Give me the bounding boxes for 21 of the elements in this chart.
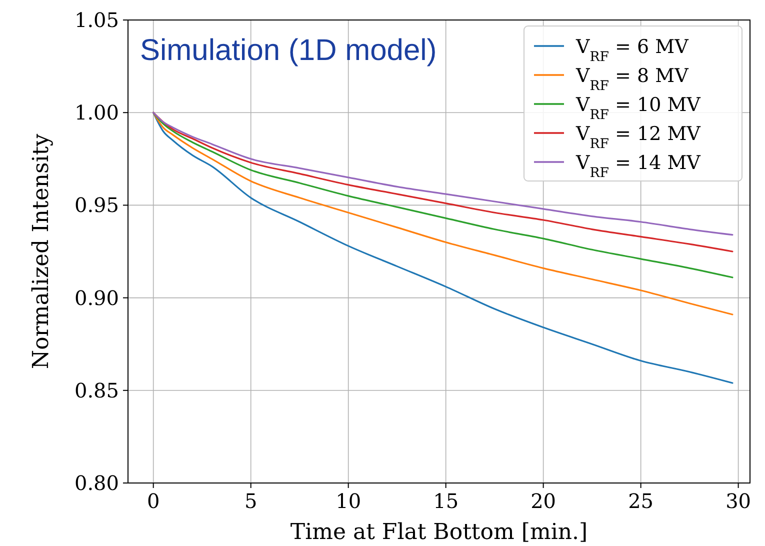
annotation: Simulation (1D model) bbox=[140, 34, 437, 67]
legend-label: V$_{RF}$ = 14 MV bbox=[575, 152, 701, 180]
x-tick-label: 20 bbox=[530, 489, 556, 513]
y-tick-label: 0.90 bbox=[74, 286, 119, 310]
legend-label: V$_{RF}$ = 12 MV bbox=[575, 123, 701, 152]
x-tick-label: 25 bbox=[628, 489, 654, 513]
x-tick-label: 30 bbox=[726, 489, 752, 513]
x-tick-label: 5 bbox=[244, 489, 258, 513]
y-tick-label: 0.80 bbox=[74, 471, 119, 495]
y-tick-label: 1.05 bbox=[74, 8, 119, 32]
y-tick-label: 1.00 bbox=[74, 100, 119, 125]
legend-label: V$_{RF}$ = 6 MV bbox=[575, 36, 689, 64]
y-axis-title: Normalized Intensity bbox=[29, 133, 54, 370]
x-tick-label: 0 bbox=[146, 489, 160, 513]
y-tick-label: 0.85 bbox=[74, 378, 119, 402]
x-tick-label: 10 bbox=[336, 489, 362, 513]
legend-label: V$_{RF}$ = 10 MV bbox=[575, 94, 701, 122]
legend-label: V$_{RF}$ = 8 MV bbox=[575, 65, 689, 94]
x-axis-title: Time at Flat Bottom [min.] bbox=[290, 520, 588, 545]
y-tick-label: 0.95 bbox=[74, 193, 119, 218]
x-tick-label: 15 bbox=[433, 489, 459, 513]
